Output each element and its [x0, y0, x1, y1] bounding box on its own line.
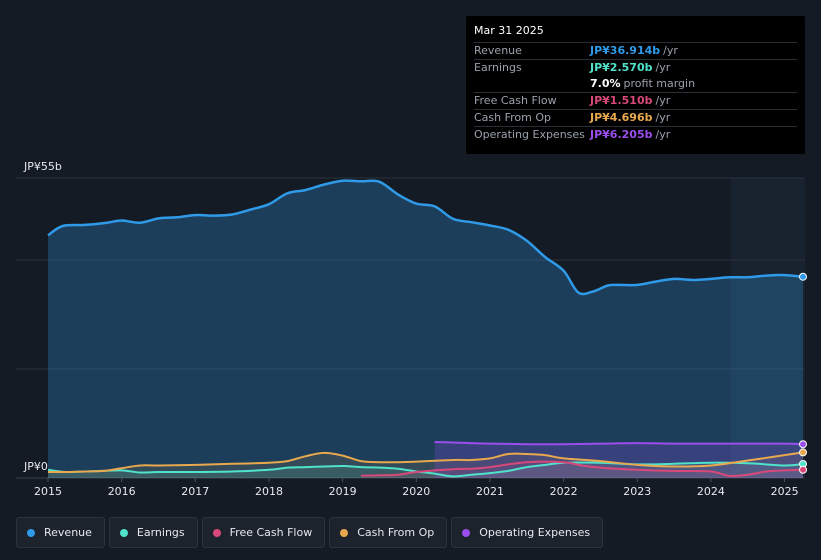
y-axis-bottom-label: JP¥0	[23, 460, 48, 473]
x-tick-label-2020: 2020	[402, 485, 430, 498]
free-cash-flow-line	[360, 460, 804, 477]
tooltip-value: JP¥2.570b	[590, 61, 653, 74]
free-cash-flow-end-point	[799, 465, 807, 474]
tooltip-value: 7.0%	[590, 77, 621, 90]
legend-item-free-cash-flow[interactable]: Free Cash Flow	[201, 517, 326, 548]
tooltip-unit: /yr	[655, 94, 671, 107]
legend-label: Free Cash Flow	[229, 526, 313, 539]
x-tick-label-2025: 2025	[771, 485, 799, 498]
earnings-area	[48, 462, 803, 478]
tooltip-label: Cash From Op	[474, 111, 552, 124]
tooltip-value: JP¥4.696b	[590, 111, 653, 124]
tooltip-date: Mar 31 2025	[474, 24, 544, 37]
tooltip-unit: /yr	[655, 128, 671, 141]
tooltip-value: JP¥1.510b	[590, 94, 653, 107]
x-tick-label-2022: 2022	[550, 485, 578, 498]
tooltip-row-earnings: Earnings JP¥2.570b/yr	[474, 59, 797, 76]
legend-label: Operating Expenses	[479, 526, 591, 539]
tooltip-label	[474, 76, 590, 92]
revenue-end-point	[799, 272, 807, 281]
x-tick-label-2019: 2019	[329, 485, 357, 498]
x-tick-label-2021: 2021	[476, 485, 504, 498]
legend-dot-icon	[462, 528, 471, 537]
legend-label: Earnings	[136, 526, 185, 539]
tooltip-row-revenue: Revenue JP¥36.914b/yr	[474, 42, 797, 59]
tooltip-unit: /yr	[655, 111, 671, 124]
tooltip-row-free-cash-flow: Free Cash Flow JP¥1.510b/yr	[474, 92, 797, 109]
legend: Revenue Earnings Free Cash Flow Cash From O…	[16, 517, 604, 548]
forecast-shade	[731, 178, 805, 478]
tooltip-label: Operating Expenses	[474, 128, 585, 141]
legend-item-revenue[interactable]: Revenue	[16, 517, 105, 548]
tooltip-unit: /yr	[663, 44, 678, 57]
legend-dot-icon	[27, 528, 35, 537]
tooltip-label: Earnings	[474, 61, 522, 74]
legend-item-earnings[interactable]: Earnings	[108, 517, 198, 548]
operating-expenses-end-point	[799, 440, 807, 449]
legend-dot-icon	[119, 528, 128, 537]
x-tick-label-2024: 2024	[697, 485, 725, 498]
tooltip-row-profit-margin: 7.0% profit margin	[474, 76, 797, 92]
x-tick-label-2023: 2023	[623, 485, 651, 498]
tooltip-row-operating-expenses: Operating Expenses JP¥6.205b/yr	[474, 126, 797, 143]
x-tick-label-2016: 2016	[108, 485, 136, 498]
tooltip-value: JP¥6.205b	[590, 128, 653, 141]
legend-label: Revenue	[44, 526, 92, 539]
y-axis-top-label: JP¥55b	[23, 160, 62, 173]
tooltip-label: Free Cash Flow	[474, 94, 557, 107]
tooltip-unit: profit margin	[623, 77, 696, 90]
cash-from-op-line	[47, 451, 804, 474]
revenue-area	[48, 180, 803, 478]
x-tick-label-2018: 2018	[255, 485, 283, 498]
x-tick-label-2015: 2015	[34, 485, 62, 498]
legend-dot-icon	[212, 528, 221, 537]
x-tick-label-2017: 2017	[181, 485, 209, 498]
cash-from-op-end-point	[799, 448, 807, 457]
legend-item-cash-from-op[interactable]: Cash From Op	[329, 517, 448, 548]
legend-dot-icon	[340, 528, 349, 537]
tooltip-value: JP¥36.914b	[590, 44, 661, 57]
operating-expenses-area	[434, 442, 803, 478]
tooltip-unit: /yr	[655, 61, 671, 74]
tooltip-row-cash-from-op: Cash From Op JP¥4.696b/yr	[474, 109, 797, 126]
operating-expenses-line	[434, 441, 804, 446]
tooltip-label: Revenue	[474, 44, 522, 57]
legend-label: Cash From Op	[357, 526, 435, 539]
legend-item-operating-expenses[interactable]: Operating Expenses	[451, 517, 604, 548]
tooltip-panel: Mar 31 2025 Revenue JP¥36.914b/yr Earnings…	[466, 16, 805, 154]
revenue-line	[47, 179, 804, 296]
